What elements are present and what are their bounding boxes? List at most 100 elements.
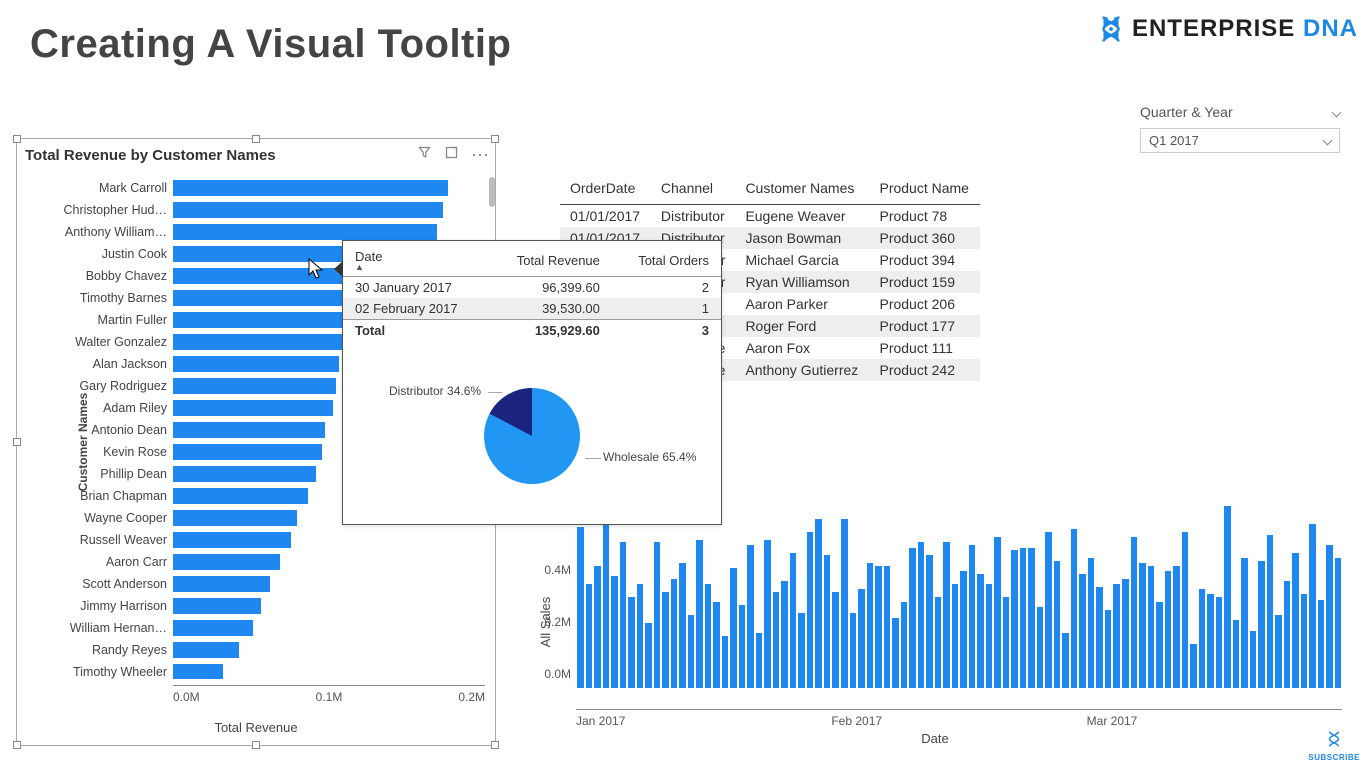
bar-fill[interactable] <box>173 180 448 196</box>
bar-fill[interactable] <box>173 532 291 548</box>
column-bar[interactable] <box>1309 524 1316 688</box>
column-bar[interactable] <box>875 566 882 688</box>
column-bar[interactable] <box>1335 558 1342 688</box>
column-bar[interactable] <box>1139 563 1146 688</box>
column-bar[interactable] <box>586 584 593 688</box>
column-bar[interactable] <box>1122 579 1129 688</box>
column-bar[interactable] <box>577 527 584 688</box>
column-bar[interactable] <box>1182 532 1189 688</box>
column-bar[interactable] <box>1190 644 1197 688</box>
bar-fill[interactable] <box>173 378 336 394</box>
column-bar[interactable] <box>858 589 865 688</box>
selection-handle[interactable] <box>13 438 21 446</box>
column-bar[interactable] <box>977 574 984 688</box>
slicer-dropdown[interactable]: Q1 2017 <box>1140 128 1340 153</box>
column-bar[interactable] <box>909 548 916 688</box>
column-bar[interactable] <box>994 537 1001 688</box>
column-bar[interactable] <box>1292 553 1299 688</box>
bar-fill[interactable] <box>173 400 333 416</box>
column-bar[interactable] <box>1003 597 1010 688</box>
more-options-icon[interactable]: ⋯ <box>471 150 489 160</box>
column-bar[interactable] <box>1071 529 1078 688</box>
column-bar[interactable] <box>918 542 925 688</box>
column-bar[interactable] <box>1113 584 1120 688</box>
column-bar[interactable] <box>986 584 993 688</box>
column-bar[interactable] <box>1275 615 1282 688</box>
column-bar[interactable] <box>901 602 908 688</box>
bar-fill[interactable] <box>173 598 261 614</box>
bar-fill[interactable] <box>173 312 349 328</box>
column-bar[interactable] <box>832 592 839 688</box>
table-header[interactable]: Channel <box>651 176 736 205</box>
column-bar[interactable] <box>935 597 942 688</box>
selection-handle[interactable] <box>491 741 499 749</box>
subscribe-badge[interactable]: SUBSCRIBE <box>1308 730 1360 762</box>
bar-fill[interactable] <box>173 664 223 679</box>
column-bar[interactable] <box>764 540 771 688</box>
column-bar[interactable] <box>781 581 788 688</box>
column-bar[interactable] <box>679 563 686 688</box>
column-bar[interactable] <box>1216 597 1223 688</box>
column-bar[interactable] <box>620 542 627 688</box>
column-bar[interactable] <box>1233 620 1240 688</box>
selection-handle[interactable] <box>252 135 260 143</box>
bar-fill[interactable] <box>173 202 443 218</box>
bar-row[interactable]: Christopher Hud… <box>61 199 487 221</box>
bar-fill[interactable] <box>173 290 355 306</box>
column-bar[interactable] <box>1096 587 1103 688</box>
column-bar[interactable] <box>1173 566 1180 688</box>
column-bar[interactable] <box>1284 581 1291 688</box>
scrollbar-thumb[interactable] <box>489 177 495 207</box>
bar-fill[interactable] <box>173 510 297 526</box>
bar-fill[interactable] <box>173 466 316 482</box>
selection-handle[interactable] <box>491 135 499 143</box>
column-bar[interactable] <box>815 519 822 688</box>
selection-handle[interactable] <box>13 741 21 749</box>
chevron-down-icon[interactable] <box>1332 107 1342 117</box>
column-bar[interactable] <box>688 615 695 688</box>
column-bar[interactable] <box>1054 561 1061 688</box>
column-bar[interactable] <box>756 633 763 688</box>
column-bar[interactable] <box>884 566 891 688</box>
bar-fill[interactable] <box>173 268 358 284</box>
bar-fill[interactable] <box>173 642 239 658</box>
column-bar[interactable] <box>943 542 950 688</box>
column-bar[interactable] <box>1301 594 1308 688</box>
table-header[interactable]: Product Name <box>869 176 980 205</box>
bar-fill[interactable] <box>173 488 308 504</box>
bar-fill[interactable] <box>173 444 322 460</box>
column-bar[interactable] <box>1250 631 1257 688</box>
column-bar[interactable] <box>892 618 899 688</box>
column-bar[interactable] <box>824 555 831 688</box>
bar-fill[interactable] <box>173 554 280 570</box>
column-bar[interactable] <box>926 555 933 688</box>
column-bar[interactable] <box>594 566 601 688</box>
bar-fill[interactable] <box>173 620 253 636</box>
bar-row[interactable]: Randy Reyes <box>61 639 487 661</box>
column-bar[interactable] <box>1156 602 1163 688</box>
column-bar[interactable] <box>662 592 669 688</box>
bar-row[interactable]: William Hernan… <box>61 617 487 639</box>
column-bar[interactable] <box>1224 506 1231 688</box>
selection-handle[interactable] <box>252 741 260 749</box>
column-bar[interactable] <box>1028 548 1035 688</box>
bar-fill[interactable] <box>173 334 343 350</box>
column-bar[interactable] <box>713 602 720 688</box>
column-bar[interactable] <box>603 524 610 688</box>
column-bar[interactable] <box>850 613 857 688</box>
bar-row[interactable]: Jimmy Harrison <box>61 595 487 617</box>
column-bar[interactable] <box>1165 571 1172 688</box>
column-bar[interactable] <box>1045 532 1052 688</box>
column-bar[interactable] <box>739 605 746 688</box>
column-bar[interactable] <box>952 584 959 688</box>
column-bar[interactable] <box>671 579 678 688</box>
column-bar[interactable] <box>1267 535 1274 688</box>
column-bar[interactable] <box>867 563 874 688</box>
column-bar[interactable] <box>637 584 644 688</box>
table-row[interactable]: 01/01/2017DistributorEugene WeaverProduc… <box>560 205 980 228</box>
column-bar[interactable] <box>1020 548 1027 688</box>
column-bar[interactable] <box>1105 610 1112 688</box>
column-bar[interactable] <box>1241 558 1248 688</box>
column-bar[interactable] <box>841 519 848 688</box>
column-bar[interactable] <box>969 545 976 688</box>
